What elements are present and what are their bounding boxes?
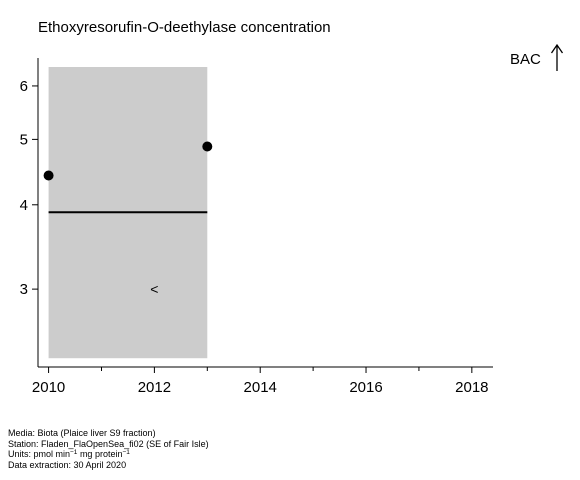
footer-station: Station: Fladen_FlaOpenSea_fi02 (SE of F… — [8, 438, 209, 449]
bac-label-text: BAC — [510, 51, 541, 68]
censored-marker: < — [150, 281, 158, 297]
chart-plot: < 3 4 5 6 2010 2012 2014 2016 2018 — [20, 43, 564, 396]
x-tick-label-2012: 2012 — [138, 379, 171, 396]
footer-units-mid: mg protein — [77, 449, 123, 459]
footer-units-exp2: −1 — [122, 449, 130, 456]
footer-extraction: Data extraction: 30 April 2020 — [8, 459, 127, 470]
footer-media: Media: Biota (Plaice liver S9 fraction) — [8, 428, 156, 438]
data-point-1 — [43, 170, 54, 181]
y-tick-label-4: 4 — [20, 197, 28, 214]
chart-footer: Media: Biota (Plaice liver S9 fraction) … — [8, 428, 209, 470]
bac-label: BAC — [510, 51, 541, 68]
bac-arrow-icon — [550, 43, 564, 71]
x-tick-label-2014: 2014 — [244, 379, 277, 396]
footer-units-exp1: −1 — [70, 449, 78, 456]
x-tick-label-2010: 2010 — [32, 379, 65, 396]
footer-units: Units: pmol min−1 mg protein−1 — [8, 449, 209, 460]
data-point-2 — [202, 141, 213, 152]
y-tick-label-6: 6 — [20, 78, 28, 95]
x-tick-label-2016: 2016 — [349, 379, 382, 396]
y-tick-label-3: 3 — [20, 281, 28, 298]
y-tick-label-5: 5 — [20, 131, 28, 148]
chart-title: Ethoxyresorufin-O-deethylase concentrati… — [38, 19, 331, 36]
footer-units-prefix: Units: pmol min — [8, 449, 71, 459]
x-tick-label-2018: 2018 — [455, 379, 488, 396]
